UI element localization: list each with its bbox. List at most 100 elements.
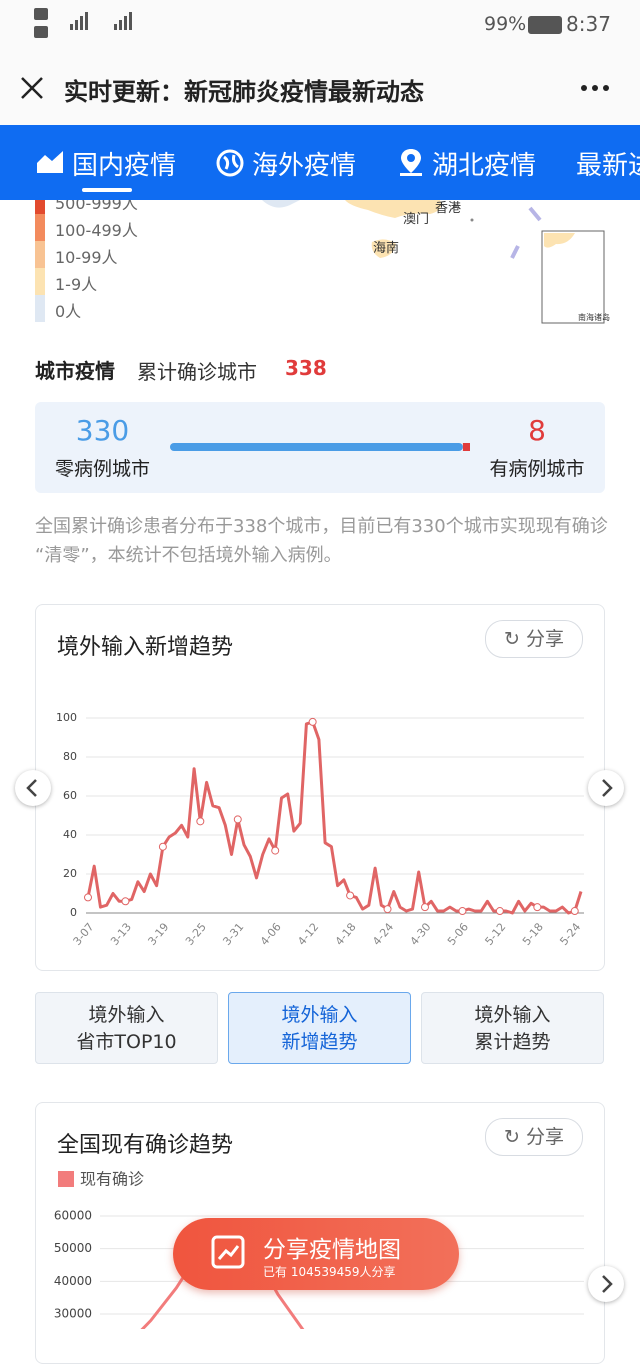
signal-icons (34, 8, 132, 38)
point (196, 817, 205, 826)
charts: 0 20 40 60 80 100 3-07 3-13 3-19 3-25 3-31 4-06 4-12… (54, 711, 584, 1329)
share-button[interactable]: ↻ 分享 (485, 1118, 583, 1156)
legend-label: 0人 (55, 302, 82, 321)
active-label: 有病例城市 (489, 458, 585, 480)
chart-title: 全国现有确诊趋势 (57, 1133, 234, 1158)
share-icon (211, 1235, 245, 1269)
tab-icon (216, 149, 244, 177)
page-title: 实时更新：新冠肺炎疫情最新动态 (64, 78, 424, 106)
share-label: 分享 (525, 1126, 564, 1148)
legend-label: 1-9人 (55, 275, 98, 294)
legend-swatch (35, 200, 45, 214)
line (86, 720, 583, 915)
active-count: 8 (528, 414, 546, 447)
point (233, 815, 242, 824)
tab-button-line: 新增趋势 (281, 1031, 358, 1053)
legend-swatch (35, 241, 45, 268)
point (346, 891, 355, 900)
x-tick-label: 4-18 (333, 921, 359, 948)
share-button[interactable]: ↻ 分享 (485, 620, 583, 658)
x-tick-label: 4-12 (295, 921, 321, 948)
share-count: 已有 104539459人分享 (263, 1265, 396, 1279)
zero-label: 零病例城市 (54, 458, 150, 480)
prev-arrow[interactable] (15, 770, 51, 806)
map-area: 香港 澳门 海南 南海诸岛 500-999人 100-499人 10-99人 1-9人… (0, 200, 640, 325)
point (533, 903, 542, 912)
y-tick-label: 40 (63, 828, 77, 841)
point (570, 907, 579, 916)
map-shapes (262, 200, 605, 324)
x-tick-label: 3-31 (220, 921, 246, 948)
next-arrow[interactable] (588, 1266, 624, 1302)
x-tick-label: 3-25 (183, 921, 209, 948)
tab[interactable]: 海外疫情 (252, 151, 357, 181)
point (420, 903, 429, 912)
x-tick-label: 4-24 (370, 921, 396, 948)
point (121, 897, 130, 906)
legend-swatch (35, 295, 45, 322)
x-tick-label: 5-06 (445, 921, 471, 948)
ratio-bar (170, 443, 470, 451)
tab-button[interactable]: 境外输入 累计趋势 (421, 992, 604, 1064)
tab-button-line: 境外输入 (88, 1004, 165, 1026)
map-label: 澳门 (403, 212, 430, 227)
x-tick-label: 3-13 (108, 921, 134, 948)
status-bar: 99% 8:37 (0, 0, 640, 50)
zero-count: 330 (75, 414, 130, 447)
point (158, 842, 167, 851)
legend-swatch (35, 214, 45, 241)
tab[interactable]: 国内疫情 (72, 151, 177, 181)
x-tick-label: 3-19 (145, 921, 171, 948)
clock: 8:37 (566, 12, 611, 36)
tab-button-line: 省市TOP10 (76, 1031, 177, 1053)
tab-button[interactable]: 境外输入省市TOP10 (35, 992, 218, 1064)
city-box: 330 零病例城市 8 有病例城市 (35, 402, 605, 493)
tab-icon (37, 151, 63, 173)
y-tick-label: 60 (63, 789, 77, 802)
y-tick-label: 100 (56, 711, 77, 724)
more-button[interactable] (580, 84, 610, 92)
tab-button-line: 境外输入 (281, 1004, 358, 1026)
zero-bar (170, 443, 463, 451)
active-bar (462, 443, 470, 451)
legend-label: 现有确诊 (80, 1170, 144, 1189)
map-label: 海南 (373, 241, 400, 256)
legend-label: 500-999人 (55, 200, 138, 213)
point (84, 893, 92, 902)
tab-button[interactable]: 境外输入 新增趋势 (228, 992, 411, 1064)
legend-label: 10-99人 (55, 248, 118, 267)
legend-label: 100-499人 (55, 221, 138, 240)
chart-card (35, 604, 605, 971)
tab[interactable]: 湖北疫情 (432, 151, 537, 181)
note: 全国累计确诊患者分布于338个城市，目前已有330个城市实现现有确诊“清零”，本… (35, 516, 608, 566)
tab-underline (82, 188, 132, 192)
y-tick-label: 50000 (54, 1241, 92, 1255)
x-tick-label: 4-30 (408, 921, 434, 948)
section-subtitle: 累计确诊城市 (137, 360, 257, 384)
share-map-button[interactable]: 分享疫情地图 已有 104539459人分享 (173, 1218, 459, 1290)
point (458, 907, 467, 916)
share-map-label: 分享疫情地图 (263, 1237, 401, 1263)
point (308, 717, 317, 726)
line (140, 1221, 305, 1329)
header: 实时更新：新冠肺炎疫情最新动态 (0, 50, 640, 125)
y-tick-label: 20 (63, 867, 77, 880)
point (383, 905, 392, 914)
next-arrow[interactable] (588, 770, 624, 806)
tab[interactable]: 最新进 (576, 151, 640, 181)
tab-bar: 国内疫情 海外疫情 湖北疫情 最新进 (0, 125, 640, 200)
tab-button-line: 境外输入 (474, 1004, 551, 1026)
y-tick-label: 80 (63, 750, 77, 763)
tab-icon (400, 149, 422, 176)
battery-text: 99% (484, 13, 527, 35)
x-tick-label: 4-06 (258, 921, 284, 948)
point (495, 907, 504, 916)
close-button[interactable] (20, 76, 44, 100)
legend-swatch (35, 268, 45, 295)
section-title: 城市疫情 (35, 359, 115, 383)
y-tick-label: 40000 (54, 1274, 92, 1288)
chart-title: 境外输入新增趋势 (57, 635, 234, 660)
map-label: 香港 (435, 201, 462, 216)
total-cities: 338 (285, 356, 327, 380)
x-tick-label: 5-18 (520, 921, 546, 948)
